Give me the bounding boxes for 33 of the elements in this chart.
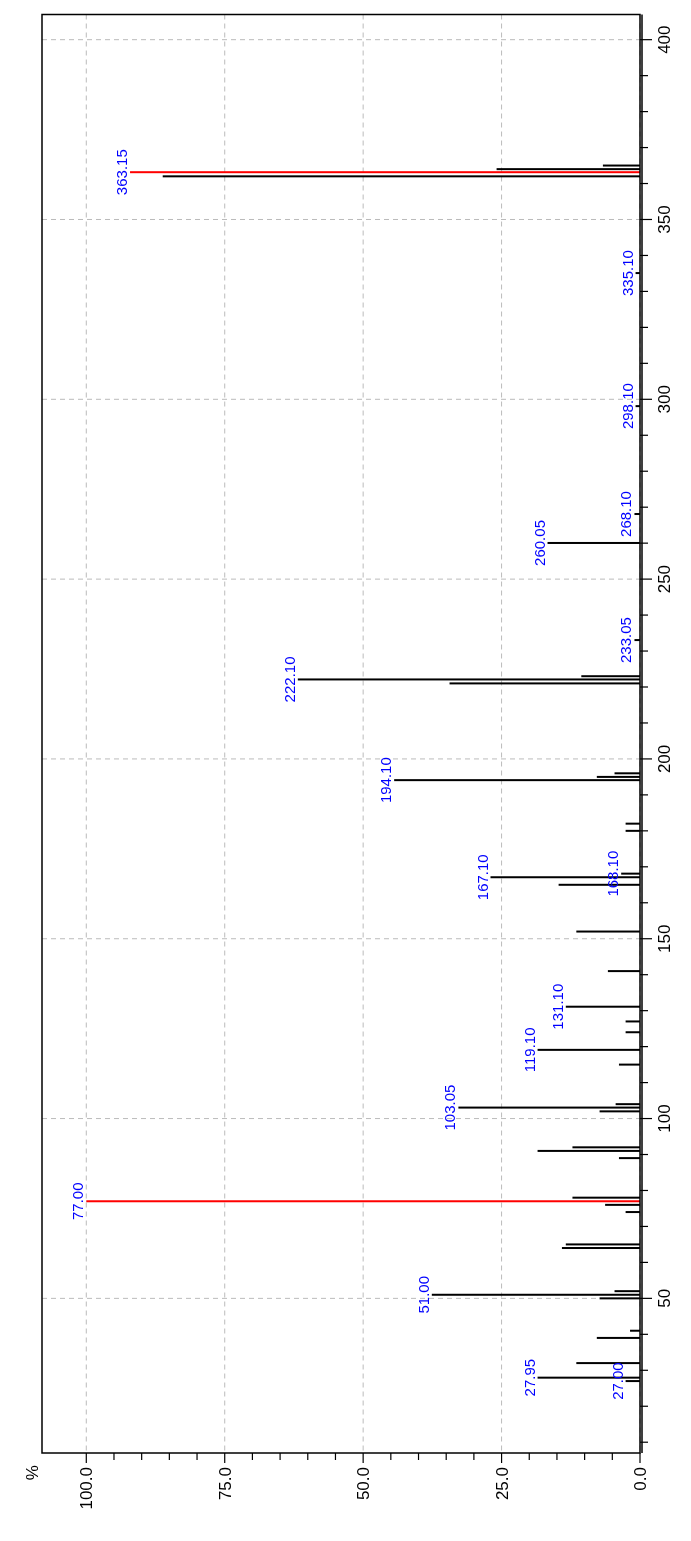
y-tick-label: 200	[655, 744, 674, 774]
annotation: 119.10	[520, 1027, 538, 1073]
annotation: 27.95	[520, 1358, 538, 1397]
annotation: 103.05	[441, 1084, 459, 1131]
annotation: 298.10	[618, 383, 636, 430]
x-tick-label: 50.0	[354, 1467, 374, 1501]
annotation: 335.10	[618, 250, 636, 297]
annotation: 77.00	[69, 1182, 87, 1221]
y-tick-label: 50	[655, 1288, 674, 1308]
y-tick-label: 250	[655, 564, 674, 594]
annotation: 268.10	[617, 491, 635, 537]
y-tick-label: 300	[655, 385, 674, 414]
y-tick-label: 100	[655, 1104, 674, 1133]
annotation: 27.00	[608, 1362, 626, 1400]
annotation: 131.10	[548, 983, 566, 1030]
x-tick-label: 25.0	[492, 1467, 512, 1501]
annotation: 222.10	[280, 656, 298, 703]
annotation: 167.10	[473, 854, 491, 901]
bar	[86, 1200, 640, 1203]
x-tick-label: 0.0	[630, 1467, 650, 1491]
annotation: 233.05	[617, 617, 635, 664]
annotation: 168.10	[604, 850, 622, 897]
annotation: 260.05	[530, 520, 548, 566]
y-tick-label: 150	[655, 924, 674, 953]
annotation: 194.10	[377, 757, 395, 804]
x-tick-label: 100.0	[77, 1467, 97, 1510]
y-tick-label: 350	[655, 205, 674, 234]
annotation: 363.15	[113, 149, 131, 196]
y-tick-label: 400	[655, 25, 674, 54]
text: %	[23, 1465, 42, 1481]
bar	[130, 171, 640, 174]
annotation: 51.00	[414, 1275, 432, 1314]
x-tick-label: 75.0	[215, 1467, 235, 1501]
